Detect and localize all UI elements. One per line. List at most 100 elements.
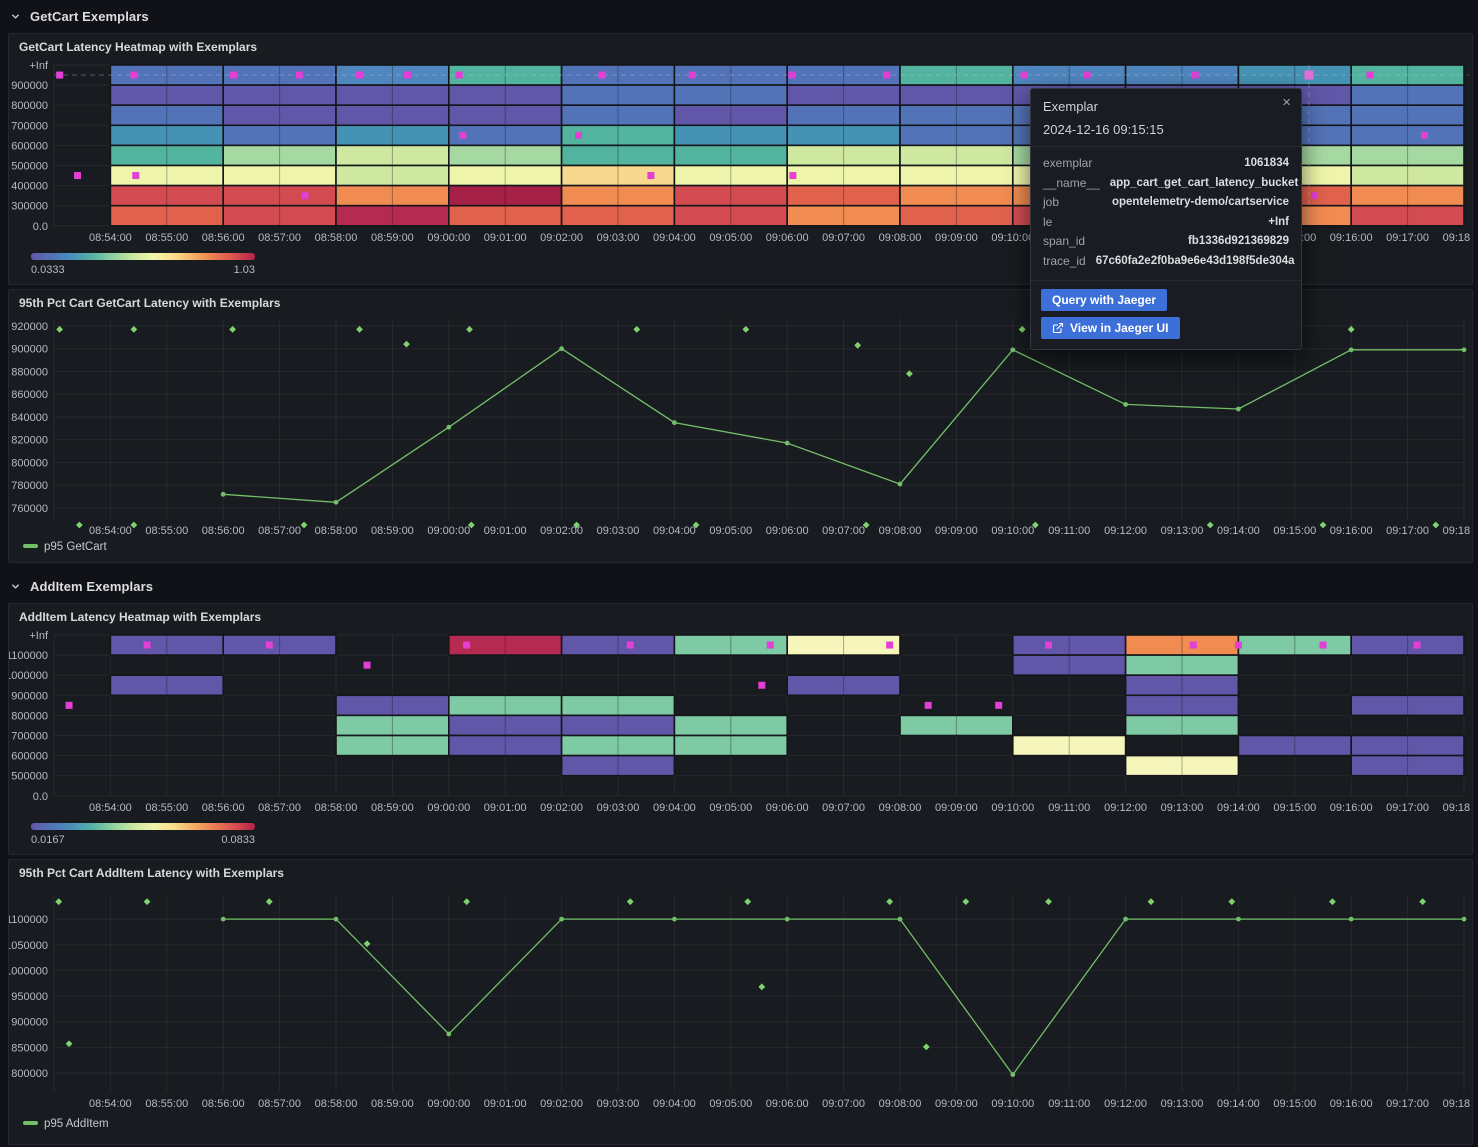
svg-text:08:58:00: 08:58:00 (315, 1098, 358, 1110)
svg-text:09:17:00: 09:17:00 (1386, 232, 1429, 244)
exemplar-diamond (1018, 325, 1026, 333)
svg-text:900000: 900000 (11, 690, 48, 702)
svg-text:+Inf: +Inf (29, 60, 49, 72)
svg-text:09:03:00: 09:03:00 (597, 525, 640, 537)
series-points[interactable] (220, 916, 1467, 1077)
exemplar-diamond (130, 325, 138, 333)
svg-text:09:16:00: 09:16:00 (1330, 525, 1373, 537)
section-additem-exemplars[interactable]: AddItem Exemplars (10, 574, 153, 598)
exemplar-markers[interactable] (65, 641, 1421, 709)
svg-text:08:57:00: 08:57:00 (258, 802, 301, 814)
svg-text:09:04:00: 09:04:00 (653, 802, 696, 814)
exemplar-marker (924, 701, 932, 709)
exemplar-diamond (75, 521, 83, 529)
getcart-p95-canvas[interactable]: 920000 900000 880000 860000 840000 820000 8000… (9, 290, 1470, 558)
y-axis-labels: +Inf 900000 800000 700000 600000 500000 400000… (11, 60, 49, 233)
panel-title-getcart-p95[interactable]: 95th Pct Cart GetCart Latency with Exemp… (19, 296, 281, 310)
panel-title-getcart-heatmap[interactable]: GetCart Latency Heatmap with Exemplars (19, 40, 258, 54)
svg-text:08:58:00: 08:58:00 (315, 232, 358, 244)
svg-text:09:13:00: 09:13:00 (1161, 1098, 1204, 1110)
exemplar-marker (56, 71, 64, 79)
series-points[interactable] (220, 346, 1467, 505)
svg-text:09:13:00: 09:13:00 (1161, 525, 1204, 537)
exemplar-diamond (1031, 521, 1039, 529)
grid-lines (53, 895, 1465, 1092)
svg-text:08:56:00: 08:56:00 (202, 232, 245, 244)
tooltip-timestamp: 2024-12-16 09:15:15 (1043, 122, 1164, 137)
view-in-jaeger-ui-button[interactable]: View in Jaeger UI (1041, 317, 1180, 339)
svg-text:820000: 820000 (11, 435, 48, 447)
additem-heatmap-canvas[interactable]: +Inf 1100000 1000000 900000 800000 700000 6000… (9, 604, 1470, 850)
svg-text:1050000: 1050000 (9, 940, 48, 952)
svg-text:0.0167: 0.0167 (31, 834, 65, 846)
exemplar-markers[interactable] (56, 70, 1429, 200)
panel-title-additem-p95[interactable]: 95th Pct Cart AddItem Latency with Exemp… (19, 866, 284, 880)
svg-text:09:10:00: 09:10:00 (991, 802, 1034, 814)
svg-text:09:11:00: 09:11:00 (1048, 525, 1090, 537)
exemplar-marker (1421, 131, 1429, 139)
exemplar-diamond (886, 898, 894, 906)
x-axis-labels: 08:54:00 08:55:00 08:56:00 08:57:00 08:58:00… (89, 1098, 1470, 1110)
exemplar-diamonds[interactable] (56, 325, 1440, 529)
tooltip-title: Exemplar (1043, 99, 1098, 114)
svg-text:09:01:00: 09:01:00 (484, 1098, 527, 1110)
svg-text:09:03:00: 09:03:00 (597, 802, 640, 814)
svg-text:09:14:00: 09:14:00 (1217, 525, 1260, 537)
exemplar-diamond (1206, 521, 1214, 529)
chevron-down-icon[interactable] (10, 11, 21, 22)
exemplar-marker (1189, 641, 1197, 649)
tooltip-actions: Query with Jaeger View in Jaeger UI (1031, 280, 1301, 349)
svg-text:09:01:00: 09:01:00 (484, 232, 527, 244)
tooltip-row: exemplar 1061834 (1043, 156, 1289, 170)
exemplar-diamonds[interactable] (55, 898, 1427, 1051)
close-icon[interactable]: × (1282, 94, 1291, 111)
svg-text:1000000: 1000000 (9, 670, 48, 682)
heatmap-cells[interactable] (109, 634, 1465, 777)
exemplar-diamond (56, 325, 64, 333)
section-title-getcart: GetCart Exemplars (30, 8, 149, 24)
svg-text:760000: 760000 (11, 503, 48, 515)
chevron-down-icon[interactable] (10, 581, 21, 592)
svg-text:1000000: 1000000 (9, 965, 48, 977)
exemplar-diamond (962, 898, 970, 906)
svg-text:08:57:00: 08:57:00 (258, 1098, 301, 1110)
svg-text:09:00:00: 09:00:00 (427, 802, 470, 814)
svg-text:09:05:00: 09:05:00 (709, 232, 752, 244)
svg-text:08:55:00: 08:55:00 (145, 1098, 188, 1110)
view-in-jaeger-ui-label: View in Jaeger UI (1070, 321, 1169, 335)
panel-title-additem-heatmap[interactable]: AddItem Latency Heatmap with Exemplars (19, 610, 262, 624)
svg-text:0.0: 0.0 (33, 791, 48, 803)
section-getcart-exemplars[interactable]: GetCart Exemplars (10, 4, 149, 28)
svg-text:09:02:00: 09:02:00 (540, 802, 583, 814)
svg-text:09:01:00: 09:01:00 (484, 525, 527, 537)
svg-text:09:06:00: 09:06:00 (766, 802, 809, 814)
exemplar-marker (455, 71, 463, 79)
svg-text:08:54:00: 08:54:00 (89, 525, 132, 537)
svg-text:09:09:00: 09:09:00 (935, 232, 978, 244)
svg-text:08:56:00: 08:56:00 (202, 1098, 245, 1110)
svg-text:08:57:00: 08:57:00 (258, 525, 301, 537)
svg-text:08:56:00: 08:56:00 (202, 802, 245, 814)
exemplar-diamond (229, 325, 236, 333)
exemplar-marker (1191, 71, 1199, 79)
svg-text:800000: 800000 (11, 710, 48, 722)
series-legend[interactable]: p95 GetCart (23, 541, 107, 553)
exemplar-marker (230, 71, 238, 79)
svg-text:09:00:00: 09:00:00 (427, 232, 470, 244)
svg-text:09:05:00: 09:05:00 (709, 1098, 752, 1110)
exemplar-marker (459, 131, 467, 139)
exemplar-marker (132, 172, 140, 180)
svg-text:09:07:00: 09:07:00 (822, 232, 865, 244)
svg-text:09:00:00: 09:00:00 (427, 1098, 470, 1110)
y-axis-labels: +Inf 1100000 1000000 900000 800000 700000 6000… (9, 630, 49, 803)
exemplar-diamond (922, 1043, 930, 1051)
svg-text:09:04:00: 09:04:00 (653, 525, 696, 537)
exemplar-diamond (467, 521, 475, 529)
series-legend[interactable]: p95 AddItem (23, 1118, 109, 1130)
exemplar-diamond (862, 521, 870, 529)
additem-p95-canvas[interactable]: 1100000 1050000 1000000 950000 900000 850000 8… (9, 860, 1470, 1140)
query-with-jaeger-button[interactable]: Query with Jaeger (1041, 289, 1168, 311)
svg-text:09:10:00: 09:10:00 (991, 232, 1034, 244)
svg-text:500000: 500000 (11, 771, 48, 783)
svg-text:0.0: 0.0 (33, 221, 48, 233)
